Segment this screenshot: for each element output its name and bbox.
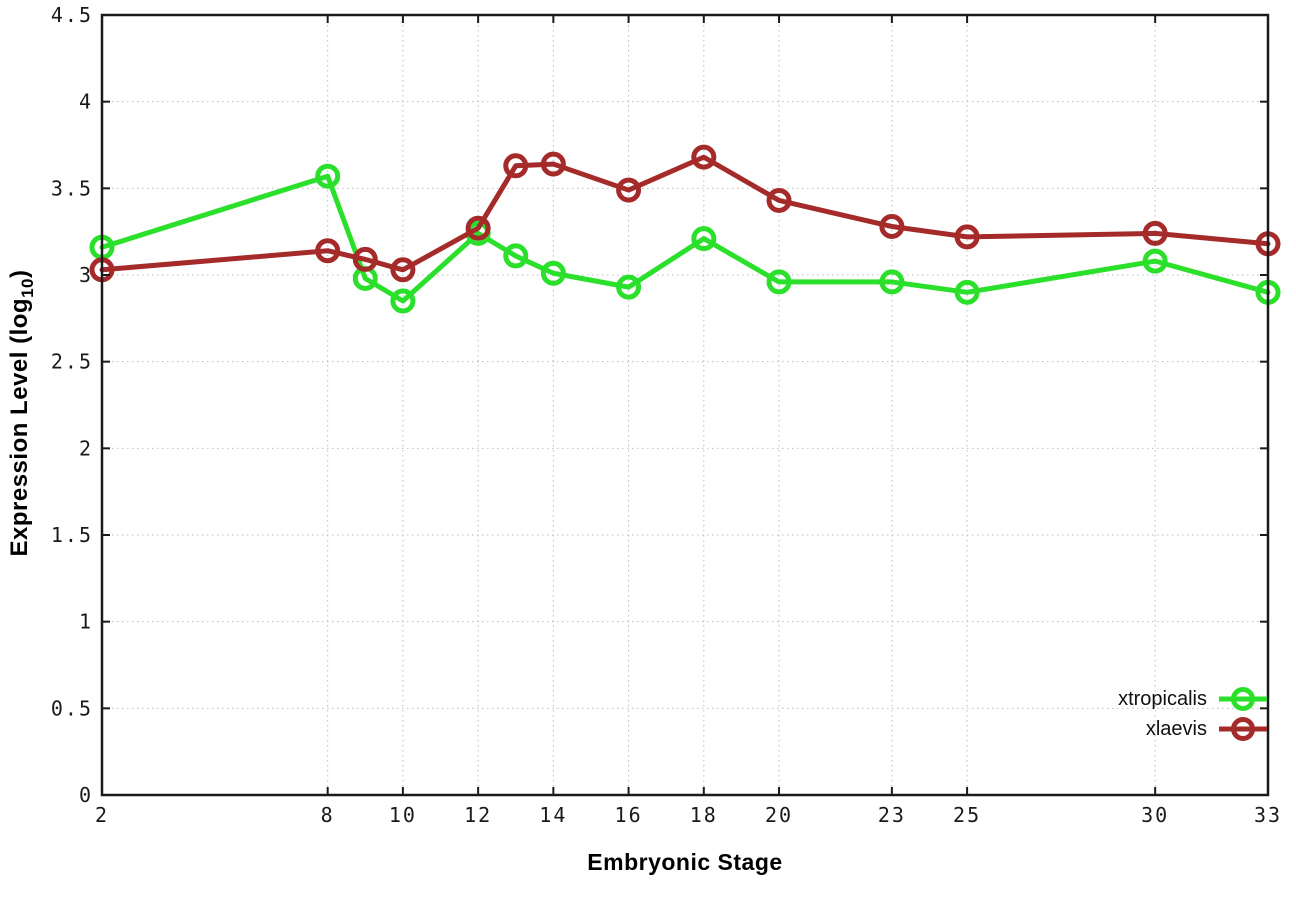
series-xtropicalis-line bbox=[99, 173, 1271, 304]
y-tick-label: 4 bbox=[79, 90, 93, 114]
y-axis-title-close: ) bbox=[6, 269, 34, 279]
series-xtropicalis-marker bbox=[315, 163, 341, 189]
series-xtropicalis-marker bbox=[616, 274, 642, 300]
series-xtropicalis-marker bbox=[1142, 248, 1168, 274]
series-xlaevis-marker bbox=[315, 238, 341, 264]
series-xlaevis-marker bbox=[954, 224, 980, 250]
y-tick-label: 2.5 bbox=[51, 350, 93, 374]
y-axis-title-subscript: 10 bbox=[17, 278, 37, 298]
y-tick-label: 3.5 bbox=[51, 176, 93, 200]
x-tick-label: 16 bbox=[615, 803, 643, 827]
series-xlaevis-marker bbox=[540, 151, 566, 177]
series-xtropicalis bbox=[89, 163, 1281, 314]
legend-marker-xlaevis bbox=[1219, 717, 1267, 741]
y-tick-labels: 0 0.5 1 1.5 2 2.5 3 3.5 4 4.5 bbox=[51, 3, 93, 807]
x-tick-label: 12 bbox=[464, 803, 492, 827]
series-xlaevis-marker bbox=[766, 187, 792, 213]
series-xlaevis-marker bbox=[352, 246, 378, 272]
series-xlaevis-marker bbox=[879, 213, 905, 239]
axis-ticks bbox=[101, 14, 1269, 796]
series-xtropicalis-marker bbox=[390, 288, 416, 314]
series-xlaevis-marker bbox=[465, 215, 491, 241]
series-xtropicalis-marker bbox=[879, 269, 905, 295]
x-tick-label: 23 bbox=[878, 803, 906, 827]
y-tick-label: 1 bbox=[79, 610, 93, 634]
x-tick-label: 33 bbox=[1254, 803, 1282, 827]
y-tick-label: 3 bbox=[79, 263, 93, 287]
y-axis-title-main: Expression Level (log bbox=[6, 297, 34, 557]
legend: xtropicalis xlaevis bbox=[1118, 686, 1267, 742]
legend-label-xlaevis: xlaevis bbox=[1145, 717, 1207, 740]
y-tick-label: 0 bbox=[79, 783, 93, 807]
legend-entry-xtropicalis: xtropicalis bbox=[1118, 686, 1267, 712]
y-tick-label: 2 bbox=[79, 436, 93, 460]
series-xlaevis bbox=[89, 144, 1281, 283]
y-tick-label: 0.5 bbox=[51, 696, 93, 720]
x-tick-label: 18 bbox=[690, 803, 718, 827]
y-tick-label: 1.5 bbox=[51, 523, 93, 547]
x-axis-title: Embryonic Stage bbox=[587, 849, 783, 875]
series-xlaevis-marker bbox=[503, 153, 529, 179]
y-tick-label: 4.5 bbox=[51, 3, 93, 27]
series-xtropicalis-marker bbox=[503, 243, 529, 269]
x-tick-label: 14 bbox=[539, 803, 567, 827]
legend-entry-xlaevis: xlaevis bbox=[1118, 716, 1267, 742]
series-xtropicalis-marker bbox=[540, 260, 566, 286]
x-tick-label: 8 bbox=[321, 803, 335, 827]
x-tick-label: 25 bbox=[953, 803, 981, 827]
x-tick-label: 30 bbox=[1141, 803, 1169, 827]
series-xtropicalis-marker bbox=[954, 279, 980, 305]
legend-label-xtropicalis: xtropicalis bbox=[1118, 687, 1207, 710]
series-xlaevis-marker bbox=[616, 177, 642, 203]
series-xtropicalis-marker bbox=[691, 226, 717, 252]
series-xlaevis-line bbox=[99, 154, 1271, 273]
series-xlaevis-marker bbox=[390, 257, 416, 283]
x-tick-label: 2 bbox=[95, 803, 109, 827]
series-xlaevis-marker bbox=[691, 144, 717, 170]
gridlines bbox=[102, 15, 1268, 795]
x-tick-label: 10 bbox=[389, 803, 417, 827]
series-xtropicalis-marker bbox=[766, 269, 792, 295]
plot-border bbox=[100, 13, 1270, 797]
y-axis-title: Expression Level (log10) bbox=[6, 270, 38, 557]
series-xlaevis-marker bbox=[1142, 220, 1168, 246]
x-tick-labels: 2 8 10 12 14 16 18 20 23 25 30 33 bbox=[95, 803, 1282, 827]
legend-marker-xtropicalis bbox=[1219, 687, 1267, 711]
x-tick-label: 20 bbox=[765, 803, 793, 827]
